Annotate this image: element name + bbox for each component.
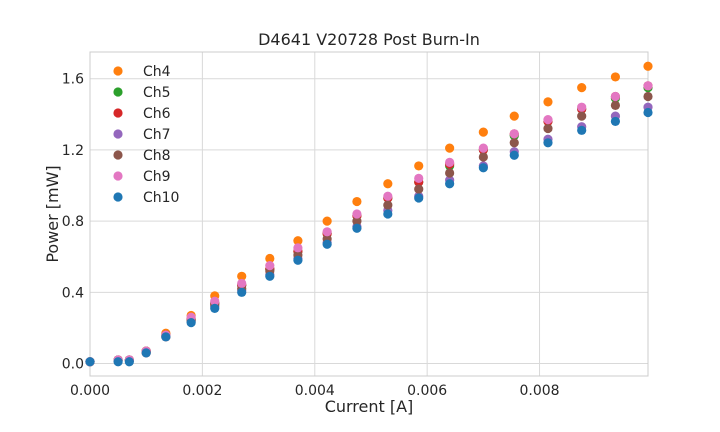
data-point — [445, 143, 455, 153]
y-tick-label: 0.4 — [62, 285, 84, 301]
x-axis-label: Current [A] — [325, 397, 414, 416]
legend-label: Ch8 — [143, 148, 171, 164]
legend-marker — [113, 87, 123, 97]
data-point — [414, 184, 424, 194]
data-point — [113, 357, 123, 367]
data-point — [383, 191, 393, 201]
data-point — [610, 91, 621, 102]
data-point — [577, 125, 587, 135]
legend-label: Ch6 — [143, 106, 171, 122]
data-point — [610, 100, 621, 111]
data-point — [478, 163, 488, 173]
data-point — [414, 173, 424, 183]
data-point — [210, 303, 220, 313]
data-point — [237, 278, 247, 289]
x-tick-label: 0.008 — [519, 383, 559, 399]
data-point — [383, 209, 393, 219]
data-point — [445, 179, 455, 189]
y-tick-label: 1.2 — [62, 143, 84, 159]
x-tick-label: 0.004 — [295, 383, 335, 399]
data-point — [414, 161, 424, 171]
data-point — [509, 138, 519, 148]
data-point — [509, 111, 519, 121]
chart-title: D4641 V20728 Post Burn-In — [258, 30, 480, 49]
data-point — [414, 193, 424, 203]
data-point — [265, 261, 275, 271]
data-point — [293, 236, 303, 246]
data-point — [543, 115, 553, 125]
legend-label: Ch9 — [143, 169, 171, 185]
data-point — [610, 116, 621, 127]
legend-label: Ch10 — [143, 190, 179, 206]
data-point — [265, 271, 275, 281]
data-point — [322, 239, 332, 249]
data-points — [85, 61, 653, 367]
data-point — [210, 296, 220, 306]
data-point — [161, 332, 171, 342]
data-point — [383, 179, 393, 189]
x-tick-label: 0.006 — [407, 383, 447, 399]
data-point — [577, 83, 587, 93]
data-point — [352, 209, 362, 219]
legend-label: Ch7 — [143, 127, 171, 143]
legend-marker — [113, 150, 123, 160]
data-point — [610, 72, 621, 82]
legend-marker — [113, 66, 123, 76]
data-point — [186, 317, 196, 328]
data-point — [383, 200, 393, 210]
data-point — [445, 168, 455, 178]
y-tick-label: 1.6 — [62, 72, 84, 88]
legend-label: Ch5 — [143, 85, 171, 101]
legend: Ch4 Ch5 Ch6 Ch7 Ch8 Ch9 Ch10 — [113, 64, 179, 206]
data-point — [141, 348, 151, 358]
data-point — [643, 61, 653, 71]
data-point — [237, 271, 247, 281]
y-tick-label: 0.8 — [62, 214, 84, 230]
data-point — [352, 216, 362, 226]
legend-marker — [113, 108, 123, 118]
legend-marker — [113, 171, 123, 181]
data-point — [643, 107, 653, 118]
data-point — [293, 243, 303, 253]
data-point — [543, 97, 553, 107]
data-point — [322, 227, 332, 237]
plot-frame — [89, 51, 649, 377]
x-tick-label: 0.002 — [182, 383, 222, 399]
data-point — [543, 123, 553, 134]
series-ch10 — [85, 107, 653, 367]
data-point — [643, 81, 653, 91]
data-point — [322, 216, 332, 226]
legend-marker — [113, 129, 123, 139]
data-point — [577, 111, 587, 121]
y-axis-label: Power [mW] — [43, 165, 62, 262]
data-point — [352, 196, 362, 207]
x-tick-label: 0.000 — [70, 383, 110, 399]
data-point — [265, 253, 275, 264]
data-point — [293, 255, 303, 265]
data-point — [478, 143, 488, 153]
data-point — [85, 357, 95, 367]
data-point — [445, 157, 455, 167]
data-point — [478, 152, 488, 162]
tick-labels: 0.000 0.002 0.004 0.006 0.008 0.0 0.4 0.8 1.2 1.6 — [62, 72, 560, 399]
legend-marker — [113, 192, 123, 202]
data-point — [509, 150, 519, 160]
data-point — [577, 102, 587, 112]
data-point — [543, 138, 553, 148]
y-tick-label: 0.0 — [62, 357, 84, 373]
data-point — [237, 287, 247, 297]
data-point — [352, 223, 362, 233]
data-point — [478, 127, 488, 137]
data-point — [509, 129, 519, 139]
grid-lines — [89, 52, 648, 376]
data-point — [124, 357, 134, 367]
legend-label: Ch4 — [143, 64, 171, 80]
data-point — [643, 91, 653, 102]
